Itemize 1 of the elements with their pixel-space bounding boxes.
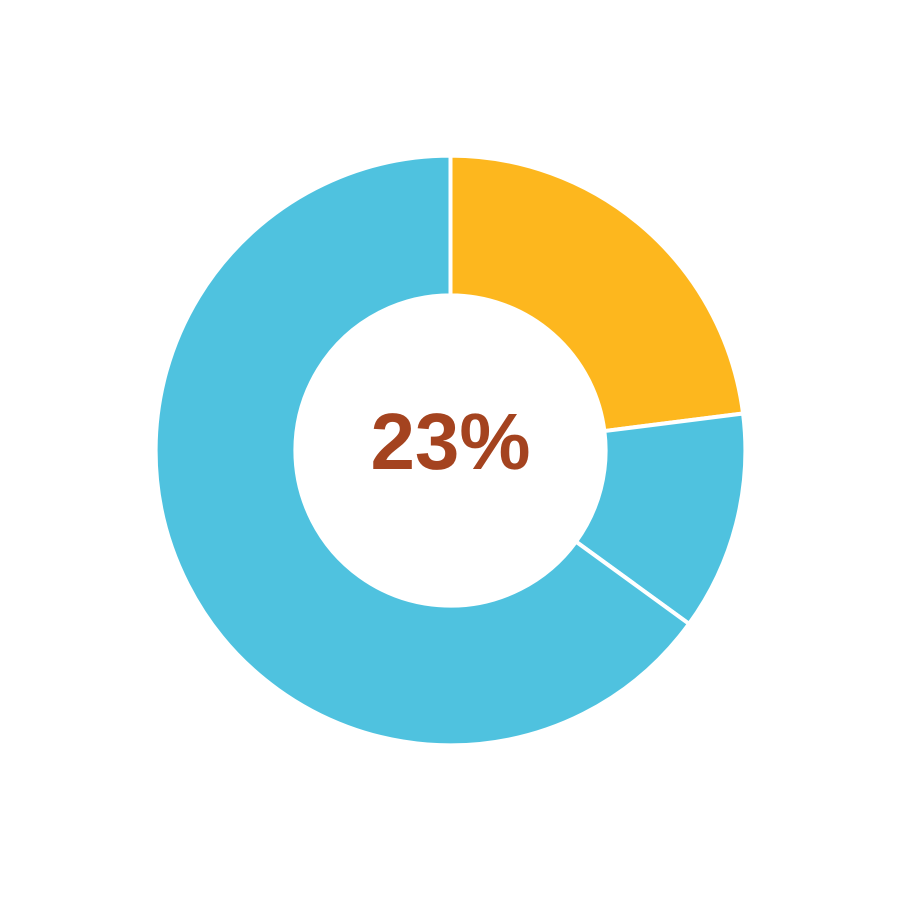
text: 23% (370, 397, 531, 486)
